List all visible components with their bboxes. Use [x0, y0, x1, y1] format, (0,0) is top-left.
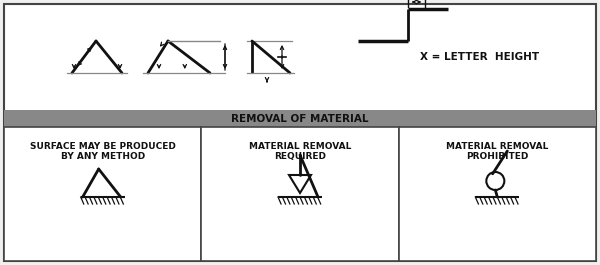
Text: X = LETTER  HEIGHT: X = LETTER HEIGHT: [420, 52, 539, 62]
FancyBboxPatch shape: [4, 127, 202, 261]
Text: MATERIAL REMOVAL
PROHIBITED: MATERIAL REMOVAL PROHIBITED: [446, 142, 548, 161]
FancyBboxPatch shape: [4, 110, 596, 127]
FancyBboxPatch shape: [4, 4, 596, 261]
FancyBboxPatch shape: [202, 127, 398, 261]
FancyBboxPatch shape: [398, 127, 596, 261]
Text: REMOVAL OF MATERIAL: REMOVAL OF MATERIAL: [231, 113, 369, 123]
Text: MATERIAL REMOVAL
REQUIRED: MATERIAL REMOVAL REQUIRED: [249, 142, 351, 161]
Text: SURFACE MAY BE PRODUCED
BY ANY METHOD: SURFACE MAY BE PRODUCED BY ANY METHOD: [30, 142, 176, 161]
